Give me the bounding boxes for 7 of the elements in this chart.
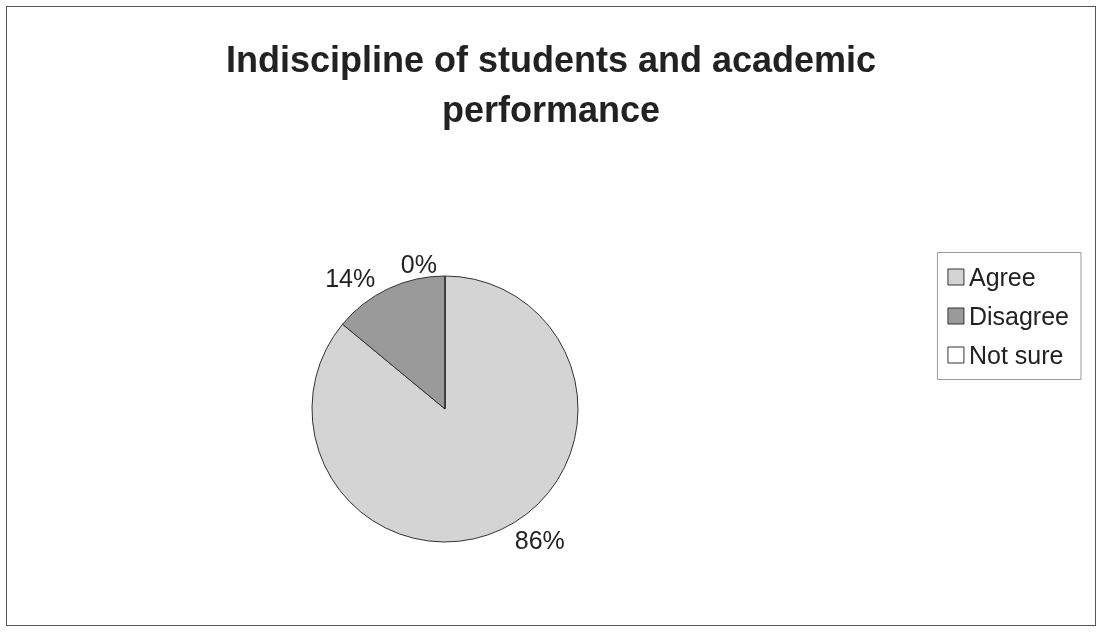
text: 0% [400, 250, 437, 278]
legend-label: Disagree [968, 302, 1070, 330]
legend-label: Not sure [968, 341, 1064, 369]
chart-title: Indiscipline of students and academic performance [225, 38, 877, 130]
data-label: 86% [514, 526, 565, 555]
data-label: 14% [325, 263, 376, 292]
legend-label: Agree [968, 263, 1036, 291]
